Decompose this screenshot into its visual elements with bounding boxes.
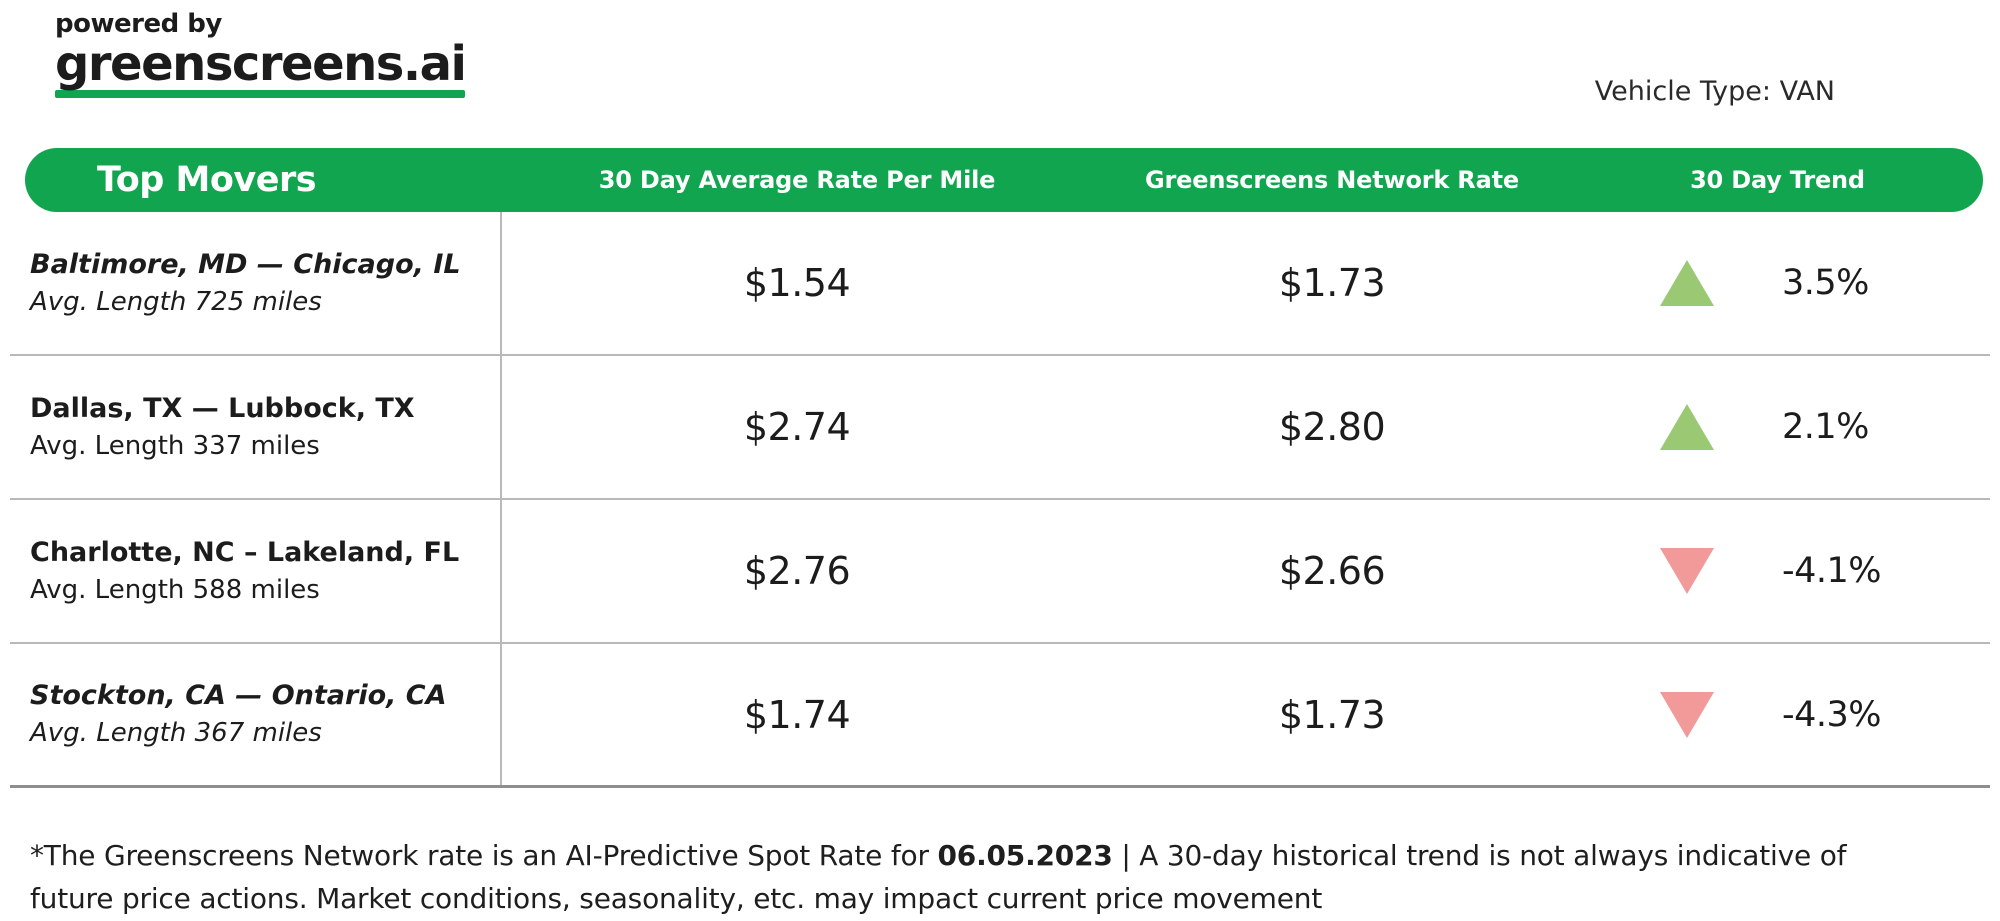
- trend-pct-value: -4.3%: [1782, 694, 1882, 735]
- brand-logo: powered by greenscreens.ai: [55, 9, 467, 98]
- lane-label: Stockton, CA — Ontario, CA: [30, 680, 447, 712]
- trend-cell: 3.5%: [1572, 260, 1990, 306]
- avg-length-label: Avg. Length 337 miles: [30, 430, 320, 461]
- trend-pct-value: 3.5%: [1782, 263, 1869, 303]
- trend-cell: 2.1%: [1572, 404, 1990, 450]
- table-row: Stockton, CA — Ontario, CA Avg. Length 3…: [10, 644, 1990, 788]
- table-title: Top Movers: [97, 160, 317, 200]
- trend-down-icon: [1660, 548, 1714, 594]
- trend-down-icon: [1660, 691, 1714, 738]
- trend-up-icon: [1660, 260, 1714, 306]
- avg-length-label: Avg. Length 588 miles: [30, 574, 320, 605]
- lane-label: Charlotte, NC – Lakeland, FL: [30, 536, 460, 568]
- network-rate-value: $2.80: [1278, 405, 1386, 449]
- footnote-suffix: | A 30-day historical trend is not alway…: [30, 839, 1847, 916]
- network-rate-value: $2.66: [1278, 549, 1386, 593]
- lane-cell: Stockton, CA — Ontario, CA Avg. Length 3…: [10, 644, 502, 785]
- column-header-network-rate: Greenscreens Network Rate: [1145, 166, 1519, 194]
- column-header-trend: 30 Day Trend: [1690, 166, 1865, 194]
- trend-pct-value: 2.1%: [1782, 407, 1869, 447]
- avg-rate-value: $1.74: [743, 692, 851, 737]
- table-header-bar: Top Movers 30 Day Average Rate Per Mile …: [25, 148, 1983, 212]
- lane-label: Baltimore, MD — Chicago, IL: [30, 248, 461, 280]
- table-row: Dallas, TX — Lubbock, TX Avg. Length 337…: [10, 356, 1990, 500]
- avg-rate-value: $1.54: [743, 261, 851, 305]
- lane-label: Dallas, TX — Lubbock, TX: [30, 392, 415, 424]
- table-body: Baltimore, MD — Chicago, IL Avg. Length …: [10, 212, 1990, 788]
- brand-wordmark: greenscreens.ai: [55, 35, 467, 92]
- trend-pct-value: -4.1%: [1782, 551, 1882, 591]
- column-header-avg-rate: 30 Day Average Rate Per Mile: [598, 166, 996, 194]
- avg-length-label: Avg. Length 367 miles: [30, 718, 322, 749]
- footnote-date: 06.05.2023: [937, 839, 1113, 872]
- trend-cell: -4.1%: [1572, 548, 1990, 594]
- avg-rate-value: $2.74: [743, 405, 851, 449]
- network-rate-value: $1.73: [1278, 692, 1386, 737]
- trend-cell: -4.3%: [1572, 691, 1990, 738]
- lane-cell: Baltimore, MD — Chicago, IL Avg. Length …: [10, 212, 502, 354]
- footnote: *The Greenscreens Network rate is an AI-…: [30, 834, 1935, 921]
- table-row: Baltimore, MD — Chicago, IL Avg. Length …: [10, 212, 1990, 356]
- avg-rate-value: $2.76: [743, 549, 851, 593]
- powered-by-label: powered by: [55, 9, 222, 39]
- vehicle-type-label: Vehicle Type: VAN: [1594, 76, 1835, 107]
- trend-up-icon: [1660, 404, 1714, 450]
- table-row: Charlotte, NC – Lakeland, FL Avg. Length…: [10, 500, 1990, 644]
- lane-cell: Dallas, TX — Lubbock, TX Avg. Length 337…: [10, 356, 502, 498]
- avg-length-label: Avg. Length 725 miles: [30, 286, 322, 317]
- lane-cell: Charlotte, NC – Lakeland, FL Avg. Length…: [10, 500, 502, 642]
- footnote-prefix: *The Greenscreens Network rate is an AI-…: [30, 839, 938, 872]
- network-rate-value: $1.73: [1278, 261, 1386, 305]
- brand-underline: [55, 89, 466, 98]
